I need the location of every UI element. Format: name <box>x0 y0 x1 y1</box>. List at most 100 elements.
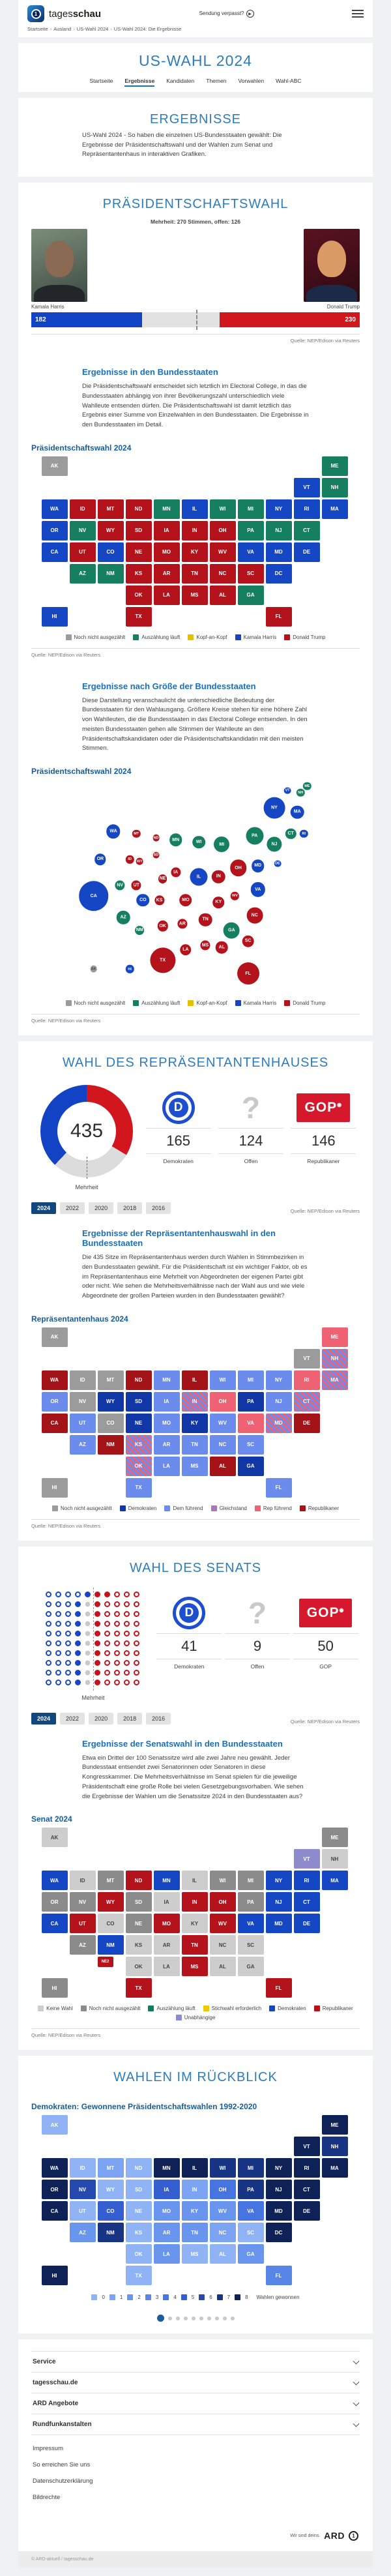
state-bubble-SC[interactable]: SC <box>242 935 254 947</box>
state-tile-FL[interactable]: FL <box>265 2266 292 2286</box>
state-bubble-UT[interactable]: UT <box>131 880 141 891</box>
state-bubble-TX[interactable]: TX <box>149 947 176 973</box>
state-tile-MA[interactable]: MA <box>321 499 348 519</box>
state-tile-SD[interactable]: SD <box>125 520 152 540</box>
missed-broadcast-link[interactable]: Sendung verpasst? ▶ <box>101 10 352 18</box>
state-tile-MT[interactable]: MT <box>97 1871 124 1891</box>
state-tile-HI[interactable]: HI <box>41 1477 68 1498</box>
state-tile-OK[interactable]: OK <box>125 1456 152 1476</box>
brand-wordmark[interactable]: tagesschau <box>49 8 102 20</box>
state-tile-NV[interactable]: NV <box>69 520 96 540</box>
state-tile-MT[interactable]: MT <box>97 2158 124 2178</box>
state-tile-ID[interactable]: ID <box>69 1871 96 1891</box>
state-tile-OH[interactable]: OH <box>209 1391 236 1412</box>
state-tile-RI[interactable]: RI <box>293 2158 320 2178</box>
state-tile-GA[interactable]: GA <box>237 1957 264 1977</box>
year-button-2024[interactable]: 2024 <box>31 1202 57 1215</box>
state-tile-CO[interactable]: CO <box>97 1914 124 1934</box>
state-tile-WA[interactable]: WA <box>41 1370 68 1390</box>
house-donut-chart[interactable]: 435 <box>40 1085 133 1179</box>
state-bubble-FL[interactable]: FL <box>237 962 259 985</box>
state-tile-IL[interactable]: IL <box>181 2158 208 2178</box>
year-button-2020[interactable]: 2020 <box>89 1202 114 1215</box>
state-bubble-DE[interactable]: DE <box>274 860 282 868</box>
year-button-2022[interactable]: 2022 <box>60 1712 85 1725</box>
state-tile-IA[interactable]: IA <box>153 2180 180 2200</box>
state-bubble-AL[interactable]: AL <box>216 941 228 954</box>
carousel-dot-10[interactable] <box>230 2316 235 2320</box>
state-tile-WI[interactable]: WI <box>209 1871 236 1891</box>
state-tile-MI[interactable]: MI <box>237 499 264 519</box>
state-tile-AK[interactable]: AK <box>41 2115 68 2135</box>
state-tile-AR[interactable]: AR <box>153 1434 180 1455</box>
state-bubble-OK[interactable]: OK <box>157 921 168 932</box>
state-bubble-MO[interactable]: MO <box>179 894 192 907</box>
state-tile-WY[interactable]: WY <box>97 1892 124 1912</box>
state-tile-SC[interactable]: SC <box>237 2223 264 2243</box>
year-button-2022[interactable]: 2022 <box>60 1202 85 1215</box>
breadcrumb-item[interactable]: Startseite <box>27 26 48 32</box>
state-tile-DC[interactable]: DC <box>265 2223 292 2243</box>
state-tile-MS[interactable]: MS <box>181 1957 208 1977</box>
state-tile-CT[interactable]: CT <box>293 520 320 540</box>
state-tile-AZ[interactable]: AZ <box>69 2223 96 2243</box>
state-bubble-CO[interactable]: CO <box>136 894 150 907</box>
state-bubble-GA[interactable]: GA <box>224 922 240 939</box>
state-tile-NJ[interactable]: NJ <box>265 1892 292 1912</box>
state-tile-WY[interactable]: WY <box>97 520 124 540</box>
state-tile-ID[interactable]: ID <box>69 2158 96 2178</box>
state-bubble-NJ[interactable]: NJ <box>267 836 282 852</box>
state-bubble-MD[interactable]: MD <box>251 859 265 872</box>
state-tile-MA[interactable]: MA <box>321 2158 348 2178</box>
state-tile-DE[interactable]: DE <box>293 542 320 562</box>
state-tile-IN[interactable]: IN <box>181 1892 208 1912</box>
state-tile-HI[interactable]: HI <box>41 1978 68 1998</box>
state-tile-GA[interactable]: GA <box>237 1456 264 1476</box>
state-tile-IL[interactable]: IL <box>181 499 208 519</box>
play-icon[interactable]: ▶ <box>246 10 254 18</box>
footer-accordion-rundfunkanstalten[interactable]: Rundfunkanstalten <box>31 2414 360 2436</box>
state-tile-PA[interactable]: PA <box>237 1892 264 1912</box>
state-tile-SD[interactable]: SD <box>125 1892 152 1912</box>
year-button-2020[interactable]: 2020 <box>89 1712 114 1725</box>
tab-startseite[interactable]: Startseite <box>89 78 113 84</box>
state-tile-RI[interactable]: RI <box>293 1370 320 1390</box>
state-tile-WA[interactable]: WA <box>41 1871 68 1891</box>
state-tile-WI[interactable]: WI <box>209 1370 236 1390</box>
state-tile-NC[interactable]: NC <box>209 1434 236 1455</box>
state-tile-IA[interactable]: IA <box>153 520 180 540</box>
state-tile-CO[interactable]: CO <box>97 2201 124 2221</box>
state-tile-OR[interactable]: OR <box>41 1892 68 1912</box>
state-tile-AZ[interactable]: AZ <box>69 1935 96 1955</box>
state-tile-TX[interactable]: TX <box>125 1477 152 1498</box>
state-tile-MO[interactable]: MO <box>153 1914 180 1934</box>
state-tile-NV[interactable]: NV <box>69 1391 96 1412</box>
footer-accordion-tagesschaude[interactable]: tagesschau.de <box>31 2372 360 2393</box>
state-bubble-MS[interactable]: MS <box>200 940 210 951</box>
state-tile-TX[interactable]: TX <box>125 1978 152 1998</box>
state-tile-WA[interactable]: WA <box>41 499 68 519</box>
state-tile-CT[interactable]: CT <box>293 2180 320 2200</box>
state-tile-NY[interactable]: NY <box>265 1370 292 1390</box>
state-tile-WY[interactable]: WY <box>97 2180 124 2200</box>
carousel-dot-1[interactable] <box>156 2315 164 2322</box>
state-tile-CA[interactable]: CA <box>41 1413 68 1433</box>
state-tile-UT[interactable]: UT <box>69 1413 96 1433</box>
state-tile-IL[interactable]: IL <box>181 1370 208 1390</box>
state-tile-LA[interactable]: LA <box>153 585 180 605</box>
state-tile-NE[interactable]: NE <box>125 1413 152 1433</box>
state-tile-WV[interactable]: WV <box>209 1914 236 1934</box>
state-tile-WI[interactable]: WI <box>209 499 236 519</box>
state-tile-TN[interactable]: TN <box>181 2223 208 2243</box>
state-tile-AZ[interactable]: AZ <box>69 563 96 584</box>
state-tile-PA[interactable]: PA <box>237 2180 264 2200</box>
state-tile-NC[interactable]: NC <box>209 1935 236 1955</box>
state-tile-WV[interactable]: WV <box>209 1413 236 1433</box>
state-tile-AL[interactable]: AL <box>209 2244 236 2264</box>
state-tile-NJ[interactable]: NJ <box>265 1391 292 1412</box>
footer-link-impressum[interactable]: Impressum <box>33 2445 63 2453</box>
state-tile-DC[interactable]: DC <box>265 563 292 584</box>
state-tile-MN[interactable]: MN <box>153 2158 180 2178</box>
state-tile-MI[interactable]: MI <box>237 1871 264 1891</box>
state-tile-CT[interactable]: CT <box>293 1892 320 1912</box>
